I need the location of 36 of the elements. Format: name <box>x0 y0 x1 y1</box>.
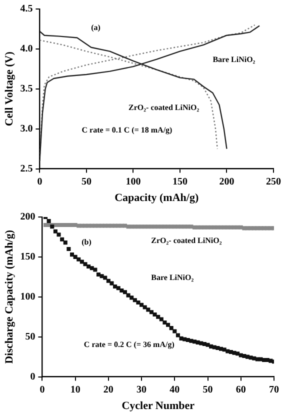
x-tick-label: 200 <box>219 176 234 188</box>
x-tick-label: 20 <box>103 384 114 396</box>
y-tick-label: 3.0 <box>20 123 33 134</box>
x-tick-label: 40 <box>170 384 180 396</box>
x-tick-label: 10 <box>70 384 80 396</box>
y-tick-label: 150 <box>20 252 36 263</box>
x-axis-title: Capacity (mAh/g) <box>114 192 199 204</box>
x-tick-label: 0 <box>40 384 45 396</box>
annotation: (b) <box>82 238 92 247</box>
x-tick-label: 50 <box>81 176 92 188</box>
y-tick-label: 4.0 <box>20 44 33 55</box>
x-tick-label: 60 <box>236 384 246 396</box>
annotation: (a) <box>91 23 101 32</box>
annotation: ZrO₂- coated LiNiO₂ <box>128 103 200 112</box>
x-tick-label: 50 <box>202 384 213 396</box>
x-tick-label: 30 <box>136 384 147 396</box>
y-axis-title: Cell Voltage (V) <box>3 51 16 126</box>
annotation: Bare LiNiO₂ <box>151 272 194 282</box>
x-tick-label: 100 <box>126 176 141 188</box>
x-axis-title: Cycler Number <box>122 400 195 412</box>
y-tick-label: 2.5 <box>20 163 33 174</box>
y-tick-label: 4.5 <box>20 4 33 15</box>
x-tick-label: 150 <box>172 176 188 188</box>
annotation: ZrO₂- coated LiNiO₂ <box>151 236 222 246</box>
annotation: Bare LiNiO₂ <box>212 55 256 64</box>
x-tick-label: 70 <box>269 384 279 396</box>
y-tick-label: 200 <box>20 212 36 223</box>
y-tick-label: 100 <box>20 291 36 302</box>
annotation: C rate = 0.1 C (= 18 mA/g) <box>82 126 173 135</box>
y-axis-title: Discharge Capacity (mAh/g) <box>3 230 16 364</box>
annotation: C rate = 0.2 C (= 36 mA/g) <box>84 340 175 349</box>
x-tick-label: 250 <box>266 176 281 188</box>
x-tick-label: 0 <box>37 176 42 188</box>
y-tick-label: 0 <box>30 371 36 382</box>
y-tick-label: 3.5 <box>20 83 33 94</box>
y-tick-label: 50 <box>25 331 36 342</box>
